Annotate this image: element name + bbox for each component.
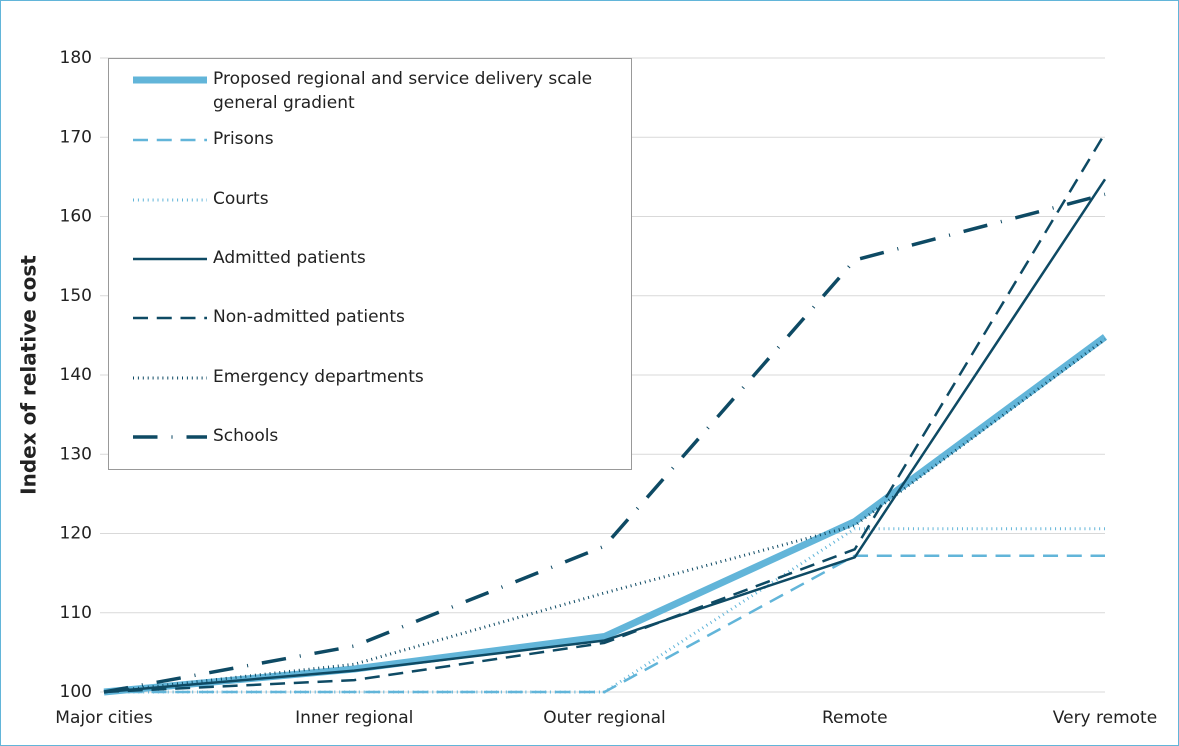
x-tick-label: Inner regional — [295, 708, 413, 728]
legend-label: Emergency departments — [213, 367, 424, 387]
y-tick-label: 180 — [60, 48, 92, 68]
series-line — [103, 192, 1106, 694]
legend-label: Prisons — [213, 129, 274, 149]
legend-entry: Courts — [131, 187, 628, 211]
legend-entry: Proposed regional and service delivery s… — [131, 67, 628, 115]
legend-swatch — [133, 138, 207, 142]
series-line — [104, 527, 1105, 694]
y-axis-title: Index of relative cost — [17, 255, 41, 495]
legend-label: Schools — [213, 426, 279, 446]
y-tick-label: 150 — [60, 286, 92, 306]
x-tick-label: Outer regional — [543, 708, 666, 728]
y-tick-label: 120 — [60, 524, 92, 544]
y-tick-label: 100 — [60, 682, 92, 702]
x-tick-label: Major cities — [55, 708, 153, 728]
legend-swatch — [133, 198, 207, 202]
legend-swatch — [133, 316, 207, 320]
legend-label: Non-admitted patients — [213, 307, 405, 327]
y-tick-label: 110 — [60, 603, 92, 623]
legend-label: Admitted patients — [213, 248, 366, 268]
y-tick-label: 140 — [60, 365, 92, 385]
series-line — [103, 178, 1107, 694]
legend-entry: Admitted patients — [131, 246, 628, 270]
legend-entry: Schools — [131, 424, 628, 448]
legend-swatch — [133, 435, 207, 439]
legend-label: Courts — [213, 189, 269, 209]
legend-entry: Prisons — [131, 127, 628, 151]
legend-swatch — [133, 76, 207, 84]
y-tick-label: 160 — [60, 207, 92, 227]
y-tick-label: 170 — [60, 127, 92, 147]
y-tick-label: 130 — [60, 444, 92, 464]
series-line — [103, 132, 1107, 694]
x-tick-label: Very remote — [1053, 708, 1157, 728]
legend-entry: Emergency departments — [131, 365, 628, 389]
series-line — [104, 554, 1105, 694]
legend-entry: Non-admitted patients — [131, 305, 628, 329]
legend-label: Proposed regional and service delivery s… — [213, 69, 593, 113]
legend: Proposed regional and service delivery s… — [108, 58, 632, 470]
legend-swatch — [133, 376, 207, 380]
legend-swatch — [133, 257, 207, 261]
x-tick-label: Remote — [822, 708, 888, 728]
